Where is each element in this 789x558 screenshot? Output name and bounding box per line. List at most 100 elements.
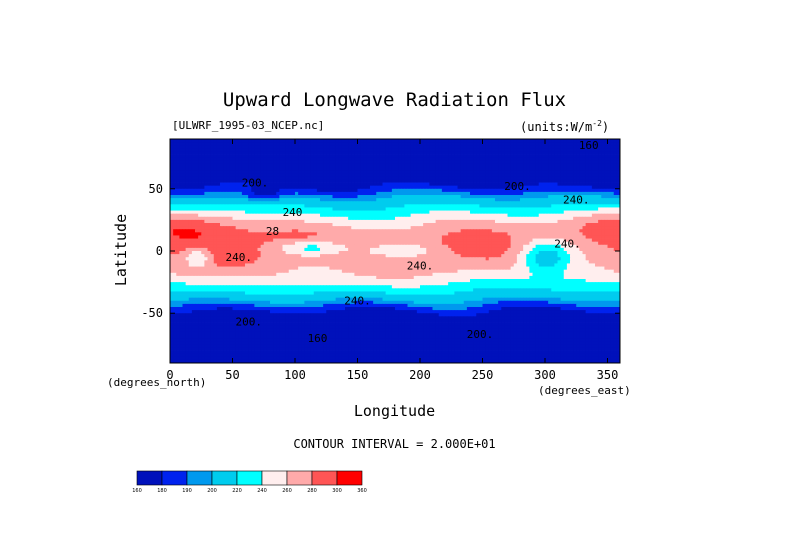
flux-cell	[341, 198, 346, 202]
flux-cell	[241, 238, 246, 243]
flux-cell	[432, 210, 437, 215]
flux-cell	[610, 139, 615, 143]
flux-cell	[451, 154, 455, 159]
flux-cell	[357, 201, 362, 205]
flux-cell	[560, 157, 565, 162]
flux-cell	[441, 241, 446, 246]
flux-cell	[516, 191, 521, 196]
flux-cell	[423, 145, 427, 149]
flux-cell	[282, 207, 287, 211]
flux-cell	[201, 232, 205, 236]
flux-cell	[423, 204, 427, 208]
flux-cell	[354, 226, 358, 230]
flux-cell	[282, 163, 287, 168]
flux-cell	[363, 241, 368, 246]
flux-cell	[391, 148, 396, 152]
flux-cell	[260, 167, 265, 171]
flux-cell	[429, 148, 433, 152]
flux-cell	[591, 185, 596, 190]
flux-cell	[204, 179, 208, 183]
flux-cell	[407, 176, 412, 180]
flux-cell	[451, 198, 455, 202]
flux-cell	[232, 167, 237, 171]
flux-cell	[548, 219, 552, 224]
flux-cell	[538, 226, 543, 230]
flux-cell	[413, 179, 418, 183]
flux-cell	[241, 145, 246, 149]
flux-cell	[510, 210, 515, 215]
flux-cell	[438, 151, 443, 155]
flux-cell	[438, 154, 443, 159]
flux-cell	[529, 170, 533, 174]
flux-cell	[532, 235, 537, 239]
flux-cell	[304, 238, 308, 243]
flux-cell	[235, 207, 240, 211]
flux-cell	[326, 238, 330, 243]
flux-cell	[504, 163, 508, 168]
flux-cell	[245, 195, 249, 199]
flux-cell	[401, 238, 405, 243]
flux-cell	[395, 204, 399, 208]
flux-cell	[513, 145, 518, 149]
flux-cell	[373, 213, 377, 218]
flux-cell	[232, 229, 237, 233]
flux-cell	[601, 191, 605, 196]
flux-cell	[273, 188, 277, 193]
flux-cell	[376, 219, 380, 224]
flux-cell	[563, 145, 568, 149]
flux-cell	[245, 154, 249, 159]
flux-cell	[251, 182, 255, 187]
flux-cell	[179, 182, 183, 187]
flux-cell	[448, 188, 452, 193]
flux-cell	[235, 235, 240, 239]
flux-cell	[376, 244, 380, 249]
flux-cell	[198, 195, 202, 199]
flux-cell	[601, 173, 605, 177]
flux-cell	[357, 191, 362, 196]
flux-cell	[385, 232, 390, 236]
flux-cell	[195, 145, 199, 149]
flux-cell	[316, 154, 321, 159]
flux-cell	[173, 216, 177, 221]
flux-cell	[413, 229, 418, 233]
flux-cell	[588, 179, 593, 183]
flux-cell	[357, 198, 362, 202]
flux-cell	[282, 210, 287, 215]
flux-cell	[473, 173, 477, 177]
flux-cell	[363, 223, 368, 227]
flux-cell	[448, 151, 452, 155]
flux-cell	[251, 151, 255, 155]
flux-cell	[254, 244, 258, 249]
flux-cell	[582, 182, 587, 187]
flux-cell	[479, 176, 483, 180]
flux-cell	[535, 145, 540, 149]
flux-cell	[201, 198, 205, 202]
flux-cell	[310, 167, 315, 171]
flux-cell	[198, 204, 202, 208]
flux-cell	[388, 229, 393, 233]
flux-cell	[488, 151, 493, 155]
flux-cell	[607, 191, 612, 196]
flux-cell	[485, 235, 490, 239]
flux-cell	[213, 232, 218, 236]
flux-cell	[173, 207, 177, 211]
flux-cell	[173, 145, 177, 149]
flux-cell	[370, 238, 374, 243]
flux-cell	[457, 167, 462, 171]
flux-cell	[573, 176, 577, 180]
flux-cell	[248, 195, 252, 199]
flux-cell	[395, 151, 399, 155]
flux-cell	[488, 182, 493, 187]
flux-cell	[604, 232, 608, 236]
flux-cell	[551, 232, 555, 236]
flux-cell	[610, 235, 615, 239]
flux-cell	[488, 235, 493, 239]
flux-cell	[498, 195, 502, 199]
flux-cell	[438, 163, 443, 168]
flux-cell	[401, 173, 405, 177]
flux-cell	[366, 244, 371, 249]
flux-cell	[407, 198, 412, 202]
flux-cell	[382, 145, 387, 149]
flux-cell	[488, 188, 493, 193]
flux-cell	[238, 226, 243, 230]
